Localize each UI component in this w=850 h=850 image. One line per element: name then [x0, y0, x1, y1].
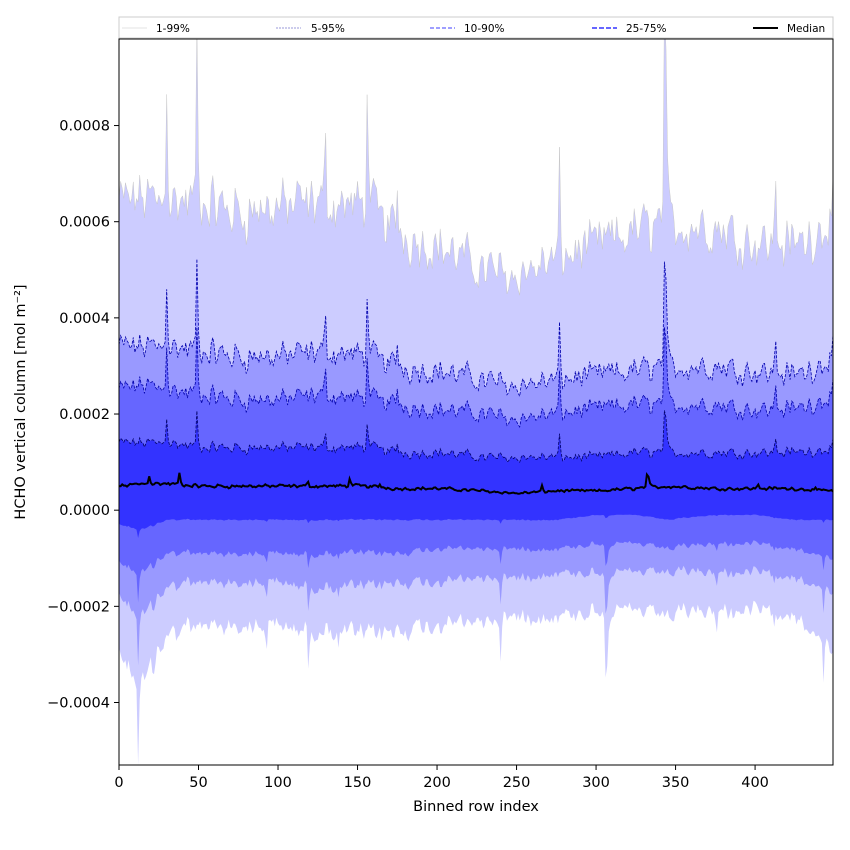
legend-label: 25-75%: [626, 23, 667, 35]
x-tick-label: 100: [264, 775, 292, 791]
legend-box: [118, 16, 834, 39]
y-axis-label: HCHO vertical column [mol m⁻²]: [13, 284, 29, 519]
x-tick-label: 150: [344, 775, 372, 791]
legend-label: 5-95%: [311, 23, 345, 35]
y-tick-label: 0.0000: [59, 503, 110, 519]
x-tick-label: 0: [114, 775, 123, 791]
y-axis: −0.0004 −0.0002 0.0000 0.0002 0.0004 0.0006 0.…: [47, 119, 119, 711]
x-tick-label: 400: [741, 775, 769, 791]
y-tick-label: −0.0004: [47, 695, 110, 711]
y-tick-label: 0.0002: [59, 407, 110, 423]
legend-label: 10-90%: [464, 23, 505, 35]
x-tick-label: 200: [423, 775, 451, 791]
percentile-bands: [119, 39, 833, 765]
y-tick-label: 0.0008: [59, 119, 110, 135]
band-upper-line-1-99%: [119, 39, 833, 296]
y-tick-label: −0.0002: [47, 599, 110, 615]
legend: 1-99% 5-95% 10-90% 25-75% Median: [118, 16, 834, 39]
band-upper-line-5-95%: [119, 258, 833, 398]
band-upper-line-10-90%: [119, 327, 833, 428]
legend-label: 1-99%: [156, 23, 190, 35]
y-tick-label: 0.0004: [59, 311, 110, 327]
x-tick-label: 350: [662, 775, 690, 791]
x-axis: 0 50 100 150 200 250 300 350 400: [114, 765, 769, 791]
band-upper-line-25-75%: [119, 410, 833, 463]
x-tick-label: 250: [503, 775, 531, 791]
legend-label: Median: [787, 23, 825, 35]
band-25-75%: [119, 410, 833, 538]
median-line: [119, 472, 833, 495]
x-axis-label: Binned row index: [413, 799, 539, 815]
plot-frame: [118, 38, 834, 766]
x-tick-label: 300: [582, 775, 610, 791]
y-tick-label: 0.0006: [59, 215, 110, 231]
x-tick-label: 50: [189, 775, 207, 791]
